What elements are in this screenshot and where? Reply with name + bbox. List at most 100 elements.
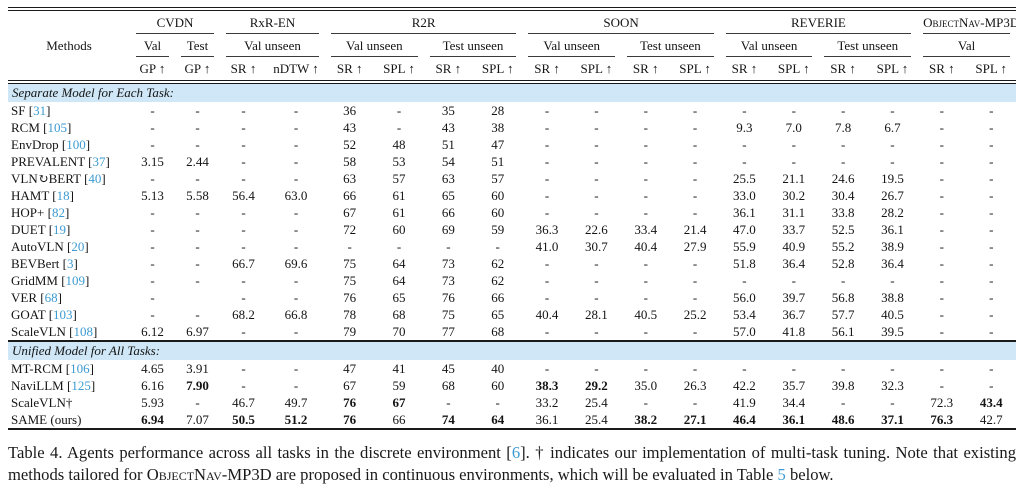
metric-header-15: SPL ↑ [876,60,909,76]
value-cell: 63.0 [284,187,308,203]
citation-link-109[interactable]: 109 [65,272,86,288]
citation: [125] [63,377,96,393]
citation-link-18[interactable]: 18 [56,187,70,203]
value-cell: - [293,102,299,118]
citation: [19] [45,221,71,237]
value-cell: 30.7 [585,238,608,254]
table-section-1: Separate Model for Each Task: SF [31] - - - -… [8,81,1016,341]
value-cell: 62 [491,272,505,288]
value-cell: 40.4 [634,238,658,254]
table-row: HAMT [18] 5.13 5.58 56.4 63.0 66 61 65 60 - - - - 33.… [8,187,1016,204]
value-cell: - [150,289,155,305]
value-cell: 59 [392,377,406,393]
value-cell: 59 [491,221,505,237]
value-cell: - [150,238,155,254]
value-cell: 76 [441,289,455,305]
table-row: NaviLLM [125] 6.16 7.90 - - 67 59 68 60 38.3 29.2 3… [8,377,1016,394]
method-name: ScaleVLN† [11,394,73,410]
citation-link-6[interactable]: 6 [511,443,521,462]
value-cell: - [293,238,299,254]
value-cell: 50.5 [232,411,255,427]
citation-link-31[interactable]: 31 [33,102,47,118]
value-cell: 37.1 [881,411,904,427]
value-cell: - [989,289,994,305]
citation: [82] [44,204,70,220]
value-cell: - [692,360,698,376]
table-5-link[interactable]: 5 [777,465,786,484]
value-cell: - [293,153,299,169]
citation-link-106[interactable]: 106 [70,360,90,376]
value-cell: - [692,323,698,339]
method-cell: RCM [105] [8,119,130,136]
value-cell: 33.7 [782,221,806,237]
benchmark-group-header-cvdn: CVDN [130,9,220,34]
value-cell: - [150,136,155,152]
metric-header-2: SR ↑ [230,60,257,76]
value-cell: 36.3 [535,221,559,237]
method-name: DUET [11,221,46,237]
citation-link-68[interactable]: 68 [44,289,58,305]
value-cell: 32.3 [881,377,904,393]
citation-link-125[interactable]: 125 [71,377,91,393]
table-row: SF [31] - - - - 36 - 35 28 - - - - - - - - - - [8,102,1016,119]
value-cell: - [544,323,550,339]
value-cell: 27.9 [683,238,707,254]
value-cell: - [195,204,200,220]
value-cell: - [840,272,846,288]
value-cell: - [989,170,994,186]
metric-header-8: SR ↑ [534,60,560,76]
value-cell: - [396,238,402,254]
citation-link-20[interactable]: 20 [71,238,85,254]
citation-link-82[interactable]: 82 [51,204,65,220]
value-cell: 77 [441,323,455,339]
value-cell: - [989,204,994,220]
citation-link-105[interactable]: 105 [47,119,68,135]
value-cell: 70 [392,323,406,339]
value-cell: 76.3 [930,411,954,427]
column-header-methods: Methods [46,37,92,53]
value-cell: - [594,360,599,376]
value-cell: - [241,272,246,288]
value-cell: 69.6 [284,255,308,271]
value-cell: - [989,221,994,237]
value-cell: 21.1 [782,170,806,186]
value-cell: 66 [343,187,357,203]
results-table-wrap: Methods CVDN RxR-EN R2R SOON REVERIE ObjectNav… [8,7,1016,430]
split-header-9: Val [917,34,1016,57]
value-cell: - [791,136,796,152]
value-cell: 65 [392,289,406,305]
value-cell: - [241,119,246,135]
citation-link-3[interactable]: 3 [66,255,74,271]
value-cell: - [495,394,500,410]
benchmark-group-header-reverie: REVERIE [720,9,917,34]
split-header-2: Val unseen [220,34,325,57]
citation-link-19[interactable]: 19 [53,221,67,237]
value-cell: - [643,272,648,288]
split-header-4: Test unseen [424,34,523,57]
section-band: Separate Model for Each Task: [8,81,1016,102]
value-cell: 48.6 [831,411,855,427]
citation-link-100[interactable]: 100 [66,136,86,152]
citation: [109] [57,272,90,288]
value-cell: 33.8 [831,204,855,220]
value-cell: - [241,238,246,254]
value-cell: 51 [441,136,455,152]
table-row: ScaleVLN [108] 6.12 6.97 - - 79 70 77 68 - - - - 57.0… [8,323,1016,341]
value-cell: 38.3 [535,377,559,393]
method-name: AutoVLN [11,238,64,254]
citation: [68] [37,289,62,305]
caption-text: ]. † indicates our implementation of mul… [8,443,1016,484]
citation-link-40[interactable]: 40 [88,170,102,186]
value-cell: - [742,102,747,118]
value-cell: 36.1 [733,204,756,220]
value-cell: - [989,136,994,152]
value-cell: 3.15 [141,153,164,169]
value-cell: 39.8 [831,377,855,393]
citation-link-37[interactable]: 37 [92,153,106,169]
citation-link-103[interactable]: 103 [53,306,73,322]
value-cell: - [544,153,550,169]
value-cell: - [594,204,599,220]
citation-link-108[interactable]: 108 [73,323,93,339]
value-cell: 38.8 [881,289,904,305]
value-cell: 57 [392,170,406,186]
